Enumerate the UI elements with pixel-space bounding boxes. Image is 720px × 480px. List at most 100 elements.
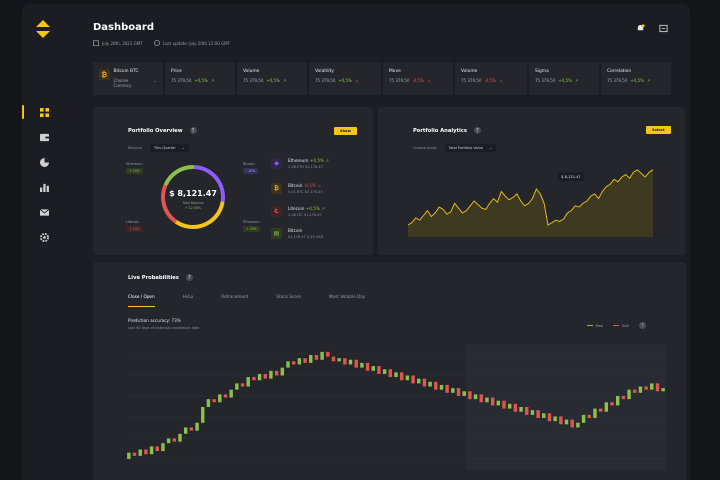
- candle: [144, 449, 148, 455]
- pie-chart-icon: [39, 158, 49, 167]
- coin-name: Bitcoin BTC: [113, 69, 139, 74]
- quarter-select[interactable]: This Quarter ⌄: [149, 144, 189, 152]
- candle: [166, 438, 171, 444]
- asset-holdings: 0,01 BTC $3,178.47: [288, 190, 323, 194]
- field-label: Choose Asset: [413, 146, 437, 150]
- asset-name: Litecoin: [288, 206, 305, 211]
- candle: [240, 383, 245, 387]
- ticker-label: Volatility: [315, 69, 334, 74]
- sidebar-item-settings[interactable]: [22, 225, 66, 250]
- donut-slice: [161, 183, 177, 223]
- candle: [246, 377, 250, 387]
- sidebar-item-messages[interactable]: [22, 200, 66, 225]
- tab-stock-score[interactable]: Stock Score: [276, 294, 301, 299]
- ticker-change: +0,5%: [630, 78, 644, 83]
- help-icon[interactable]: ?: [639, 322, 646, 329]
- sidebar-item-reports[interactable]: [22, 150, 66, 175]
- notification-bell-icon[interactable]: [636, 24, 645, 33]
- asset-row-cash[interactable]: ▤ Bitcoin $1,178.47 4,19 USD: [271, 228, 323, 239]
- arrow-up-icon: ↗: [282, 78, 287, 83]
- slice-tag: + 20%: [126, 168, 143, 174]
- candle: [633, 389, 637, 393]
- candle: [530, 410, 535, 415]
- candle: [428, 381, 432, 387]
- candle: [490, 397, 495, 406]
- show-button[interactable]: Show: [334, 127, 357, 135]
- top-actions: [636, 24, 668, 33]
- candle: [655, 383, 660, 392]
- ticker-value: 75 379,50: [243, 78, 264, 83]
- asset-change: +0,5%: [309, 158, 324, 163]
- slice-name: Bitcoin: [243, 162, 255, 166]
- candle: [377, 366, 381, 374]
- total-balance: $ 8,121.47: [169, 189, 217, 198]
- donut-label-ethereum-2: Ethereum + 20%: [243, 220, 260, 232]
- asset-name: Bitcoin: [288, 183, 303, 188]
- tab-hi-lo[interactable]: Hi/Lo: [182, 294, 194, 299]
- logo-icon: [36, 20, 50, 38]
- candle: [581, 414, 586, 423]
- legend-label: Real: [595, 323, 604, 328]
- slice-tag: + 20%: [243, 226, 260, 232]
- ticker-bar: ₿ Bitcoin BTC Choose Currency ⌄ Price 75 3…: [93, 62, 686, 95]
- sidebar-item-analytics[interactable]: [22, 175, 66, 200]
- main-content: Dashboard July 20th, 2023 GMT Last updat…: [66, 4, 690, 480]
- candle: [235, 383, 239, 390]
- donut-label-bitcoin: Bitcoin - 15%: [243, 162, 259, 174]
- asset-row-ethereum[interactable]: ◆ Ethereum +0,5% ↗ 2,08 ETH $2,178.47: [271, 158, 329, 169]
- bitcoin-icon: ₿: [271, 183, 282, 194]
- slice-name: Litecoin: [126, 220, 140, 224]
- candle: [502, 400, 506, 409]
- candle: [155, 446, 159, 452]
- dashboard-icon: [39, 108, 49, 117]
- balance-filter: Balance This Quarter ⌄: [128, 144, 189, 152]
- ticker-value: 75 379,50: [535, 78, 556, 83]
- candle: [388, 369, 393, 378]
- candle: [604, 402, 609, 412]
- candle: [411, 375, 415, 384]
- asset-row-litecoin[interactable]: Ł Litecoin +0,5% ↗ 2,08 LTC $1,178.47: [271, 206, 325, 217]
- donut-slice: [174, 201, 225, 229]
- select-button[interactable]: Select: [646, 126, 671, 134]
- candle: [252, 377, 256, 381]
- candle: [309, 355, 313, 363]
- candle: [479, 394, 483, 403]
- sidebar-item-wallet[interactable]: [22, 125, 66, 150]
- sidebar-item-dashboard[interactable]: [22, 100, 66, 125]
- asset-holdings: 2,08 LTC $1,178.47: [288, 213, 322, 217]
- candle: [331, 356, 336, 362]
- coin-selector[interactable]: ₿ Bitcoin BTC Choose Currency ⌄: [93, 62, 163, 95]
- candle: [382, 369, 387, 374]
- tab-close-open[interactable]: Close / Open: [128, 294, 155, 307]
- candle: [223, 394, 228, 398]
- donut-slice: [191, 165, 225, 204]
- candle: [553, 416, 557, 422]
- arrow-down-icon: ↘: [498, 78, 503, 83]
- bitcoin-icon: ₿: [99, 69, 110, 80]
- asset-row-bitcoin[interactable]: ₿ Bitcoin -0,5% ↘ 0,01 BTC $3,178.47: [271, 183, 323, 194]
- ticker-change: +0,5%: [338, 78, 352, 83]
- candle: [547, 413, 552, 422]
- ticker-value: 75 379,50: [389, 78, 410, 83]
- portfolio-title-row: Portfolio Overview?: [128, 127, 197, 134]
- asset-filter: Choose Asset Total Portfolio Value ⌄: [413, 144, 496, 152]
- candle: [206, 399, 211, 408]
- panel-title: Portfolio Analytics: [413, 127, 467, 134]
- candle: [183, 427, 188, 434]
- candle: [507, 403, 512, 409]
- candle: [360, 362, 364, 368]
- ticker-label: Sigma: [535, 69, 549, 74]
- help-icon[interactable]: ?: [189, 127, 197, 134]
- arrow-up-icon: ↗: [325, 158, 329, 163]
- candle: [212, 399, 216, 403]
- help-icon[interactable]: ?: [473, 127, 481, 134]
- help-icon[interactable]: ?: [185, 274, 193, 281]
- tab-most-volatile-day[interactable]: Most Volatile Day: [328, 294, 366, 299]
- logout-icon[interactable]: [659, 24, 668, 33]
- asset-holdings: 2,08 ETH $2,178.47: [288, 165, 323, 169]
- prediction-subtitle: Last 90 days of historical candlestick d…: [128, 326, 200, 330]
- candle: [456, 388, 461, 396]
- analytics-area-chart: $ 8,121.47: [408, 169, 653, 237]
- tab-retracement[interactable]: Retracement: [221, 294, 249, 299]
- asset-select[interactable]: Total Portfolio Value ⌄: [444, 144, 496, 152]
